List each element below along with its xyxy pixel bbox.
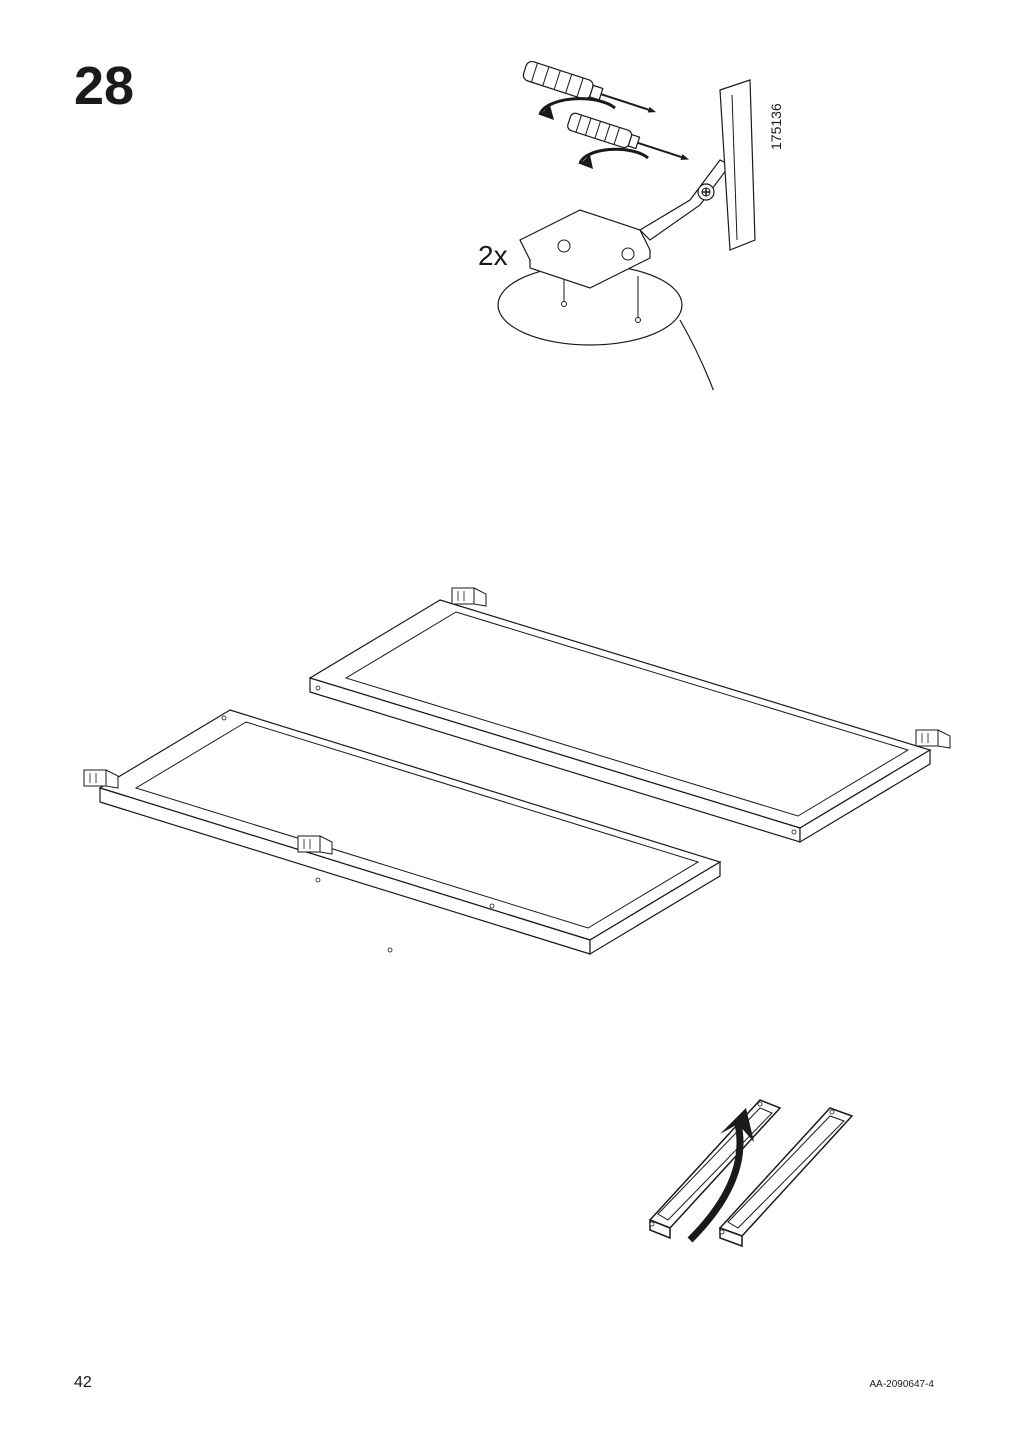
doc-reference: AA-2090647-4 <box>870 1379 935 1390</box>
main-panels-illustration <box>60 560 960 980</box>
page-number: 42 <box>74 1374 92 1392</box>
flip-hint-illustration <box>620 1080 880 1260</box>
hinge-detail-illustration <box>440 60 800 390</box>
part-number: 175136 <box>768 103 784 150</box>
step-number: 28 <box>74 55 134 117</box>
quantity-label: 2x <box>478 240 508 272</box>
